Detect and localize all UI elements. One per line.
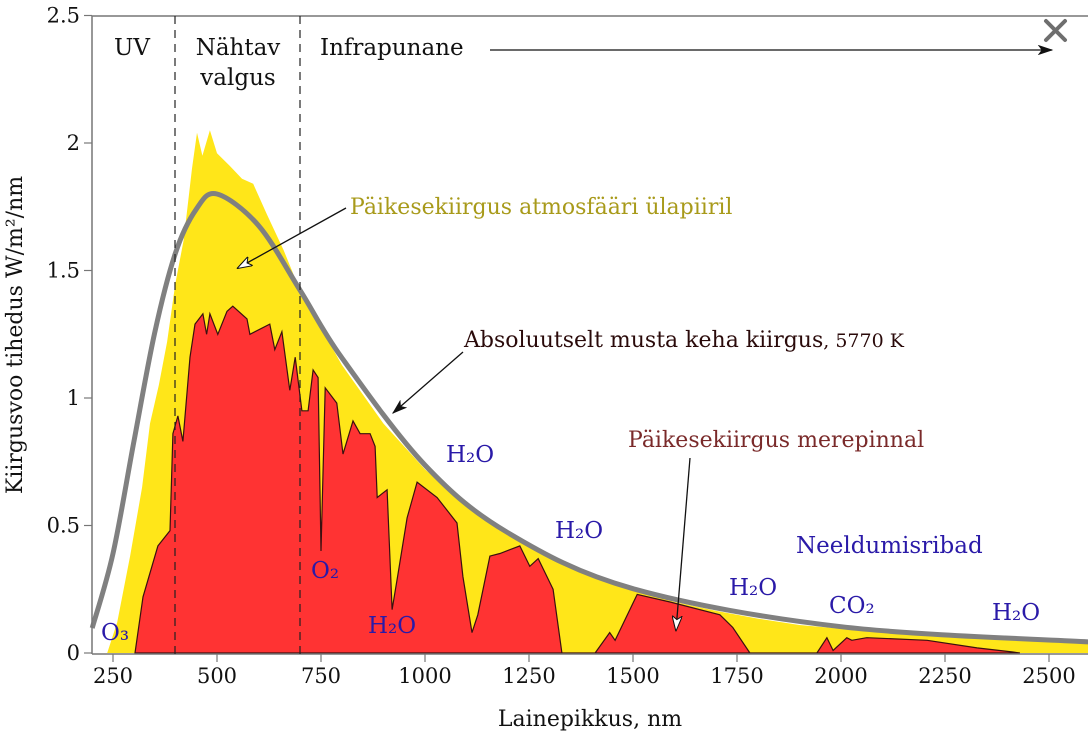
x-tick-label: 1250 [502, 664, 555, 688]
x-axis-label: Lainepikkus, nm [498, 707, 682, 732]
sea-level-arrow [676, 457, 691, 630]
y-tick-label: 2 [67, 131, 80, 155]
x-tick-label: 2500 [1022, 664, 1075, 688]
x-tick-label: 1000 [398, 664, 451, 688]
absorption-bands-title: Neeldumisribad [796, 533, 983, 559]
x-tick-label: 2000 [814, 664, 867, 688]
y-tick-label: 1.5 [47, 259, 80, 283]
toa-label: Päikesekiirgus atmosfääri ülapiiril [350, 195, 732, 220]
band-o2: O₂ [311, 558, 339, 584]
x-tick-label: 1500 [606, 664, 659, 688]
close-x-icon[interactable] [1044, 19, 1067, 42]
band-h2o-2600: H₂O [992, 600, 1040, 626]
blackbody-temp: , 5770 K [823, 330, 904, 352]
region-label-infrared: Infrapunane [320, 35, 464, 61]
x-tick-label: 500 [197, 664, 237, 688]
blackbody-label-text: Absoluutselt musta keha kiirgus [463, 328, 823, 353]
x-tick-label: 2250 [918, 664, 971, 688]
sea-level-label: Päikesekiirgus merepinnal [628, 428, 924, 453]
band-h2o-1100: H₂O [446, 442, 494, 468]
y-tick-label: 0 [67, 641, 80, 665]
band-co2: CO₂ [829, 593, 875, 619]
sea-level-irradiance-area [134, 305, 1020, 654]
region-label-visible: Nähtav [196, 35, 281, 61]
y-axis-label: Kiirgusvoo tihedus W/m²/nm [3, 176, 28, 494]
blackbody-arrow [392, 351, 464, 414]
x-tick-label: 750 [301, 664, 341, 688]
x-tick-label: 1750 [710, 664, 763, 688]
y-tick-label: 0.5 [47, 514, 80, 538]
band-h2o-940: H₂O [368, 613, 416, 639]
band-o3: O₃ [101, 620, 129, 646]
y-tick-label: 1 [67, 386, 80, 410]
band-h2o-1900: H₂O [729, 575, 777, 601]
toa-arrow [238, 207, 347, 268]
region-label-visible-2: valgus [199, 65, 275, 91]
band-h2o-1400: H₂O [555, 518, 603, 544]
x-tick-label: 250 [93, 664, 133, 688]
region-label-uv: UV [114, 35, 150, 61]
blackbody-curve [89, 190, 1088, 645]
blackbody-label: Absoluutselt musta keha kiirgus, 5770 K [463, 328, 905, 353]
y-tick-label: 2.5 [47, 4, 80, 28]
